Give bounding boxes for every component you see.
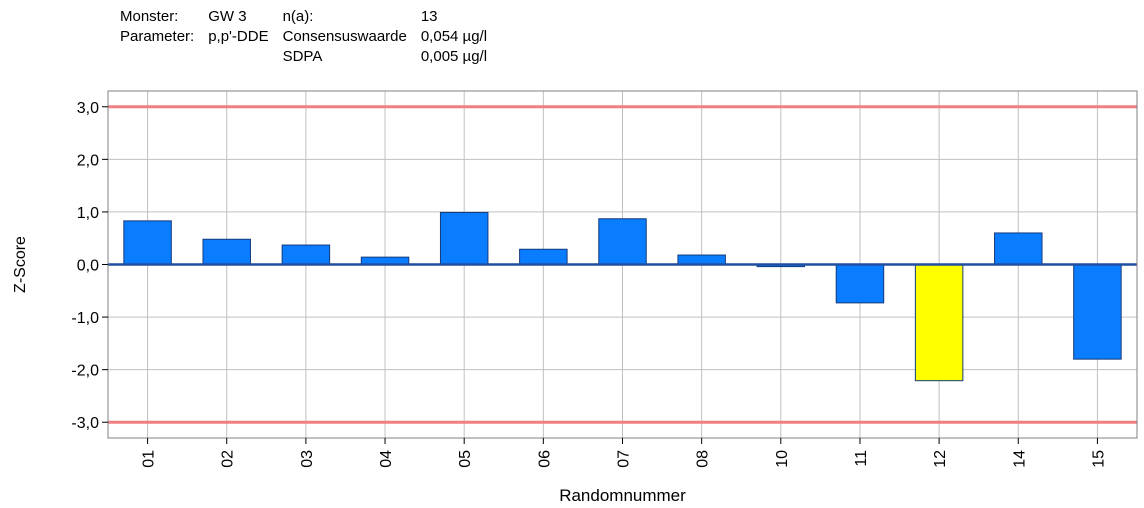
n-value: 13 [420, 7, 438, 25]
x-tick-label: 12 [932, 450, 949, 468]
x-tick-label: 03 [299, 450, 316, 468]
bar-07 [598, 218, 647, 266]
x-tick-label: 07 [616, 450, 633, 468]
sdpa-label: SDPA [282, 47, 323, 65]
bar-01 [123, 220, 172, 265]
y-tick-label: 3,0 [77, 100, 99, 117]
bar-02 [202, 238, 251, 266]
parameter-value: p,p'-DDE [208, 27, 269, 45]
x-tick-label: 10 [774, 450, 791, 468]
bar-06 [519, 248, 568, 266]
parameter-label: Parameter: [120, 27, 195, 45]
y-tick-label: -1,0 [71, 310, 99, 327]
x-tick-label: 01 [141, 450, 158, 468]
x-tick-label: 14 [1011, 450, 1028, 468]
bar-15 [1073, 264, 1122, 360]
y-tick-label: -2,0 [71, 363, 99, 380]
bar-11 [835, 264, 885, 304]
monster-label: Monster: [120, 7, 179, 25]
x-tick-label: 05 [457, 450, 474, 468]
y-tick-label: 2,0 [77, 152, 99, 169]
consensus-label: Consensuswaarde [282, 27, 407, 45]
limit-lines [108, 105, 1137, 424]
sdpa-value: 0,005 µg/l [420, 47, 488, 65]
y-tick-label: 1,0 [77, 205, 99, 222]
x-tick-label: 11 [853, 450, 870, 467]
bar-03 [281, 244, 331, 265]
bar-08 [677, 254, 726, 265]
bar-05 [439, 211, 489, 265]
y-tick-label: 0,0 [77, 258, 99, 275]
y-axis-ticks: 3,0 2,0 1,0 0,0 -1,0 -2,0 -3,0 [71, 100, 108, 432]
bars [123, 211, 1122, 382]
x-axis-label: Randomnummer [559, 486, 686, 505]
x-tick-label: 06 [536, 450, 553, 468]
x-axis-ticks: 01 02 03 04 05 06 07 08 10 11 12 14 15 [141, 438, 1107, 468]
bar-12 [914, 264, 964, 382]
monster-value: GW 3 [208, 7, 247, 25]
x-tick-label: 02 [220, 450, 237, 468]
x-tick-label: 04 [378, 450, 395, 468]
x-tick-label: 08 [695, 450, 712, 468]
y-tick-label: -3,0 [71, 415, 99, 432]
y-axis-label: Z-Score [12, 236, 29, 293]
consensus-value: 0,054 µg/l [420, 27, 488, 45]
sample-info-header: Monster: GW 3 n(a): 13 Parameter: p,p'-D… [120, 6, 501, 66]
n-label: n(a): [282, 7, 314, 25]
x-tick-label: 15 [1090, 450, 1107, 468]
bar-14 [994, 232, 1043, 265]
